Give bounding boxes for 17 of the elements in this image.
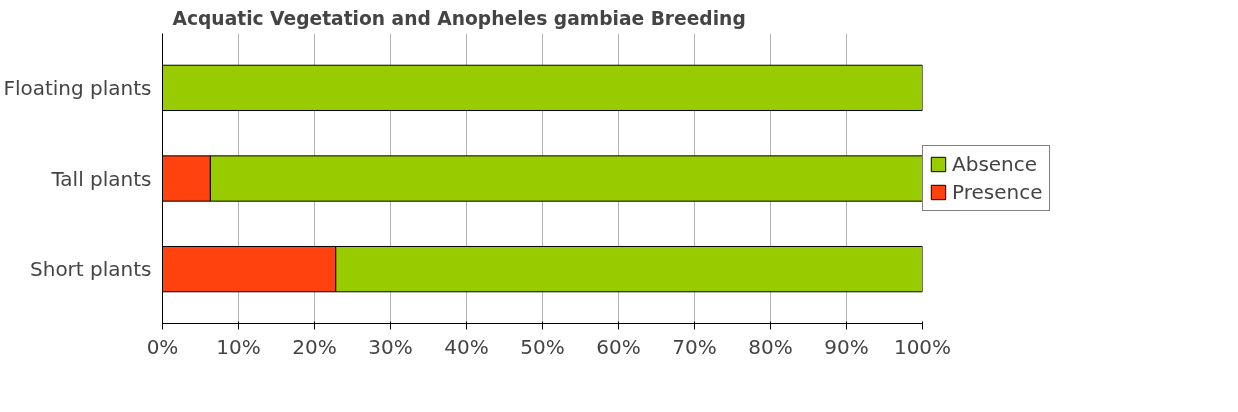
x-tick-label: 30% — [368, 334, 413, 359]
y-tick-label: Floating plants — [3, 75, 152, 100]
chart-title: Acquatic Vegetation and Anopheles gambiae Breeding — [172, 7, 746, 29]
legend-label: Presence — [952, 180, 1043, 204]
x-tick-label: 40% — [444, 334, 489, 359]
x-tick-label: 0% — [146, 334, 179, 359]
x-tick-label: 70% — [672, 334, 717, 359]
y-tick-label: Tall plants — [50, 166, 152, 191]
x-tick-label: 60% — [596, 334, 641, 359]
x-tick-label: 50% — [520, 334, 565, 359]
x-tick-label: 10% — [216, 334, 261, 359]
x-tick-label: 80% — [748, 334, 793, 359]
x-tick-label: 100% — [893, 334, 952, 359]
x-tick-label: 90% — [824, 334, 869, 359]
x-tick-label: 20% — [292, 334, 337, 359]
y-tick-label: Short plants — [30, 257, 152, 282]
legend-label: Absence — [952, 152, 1038, 176]
